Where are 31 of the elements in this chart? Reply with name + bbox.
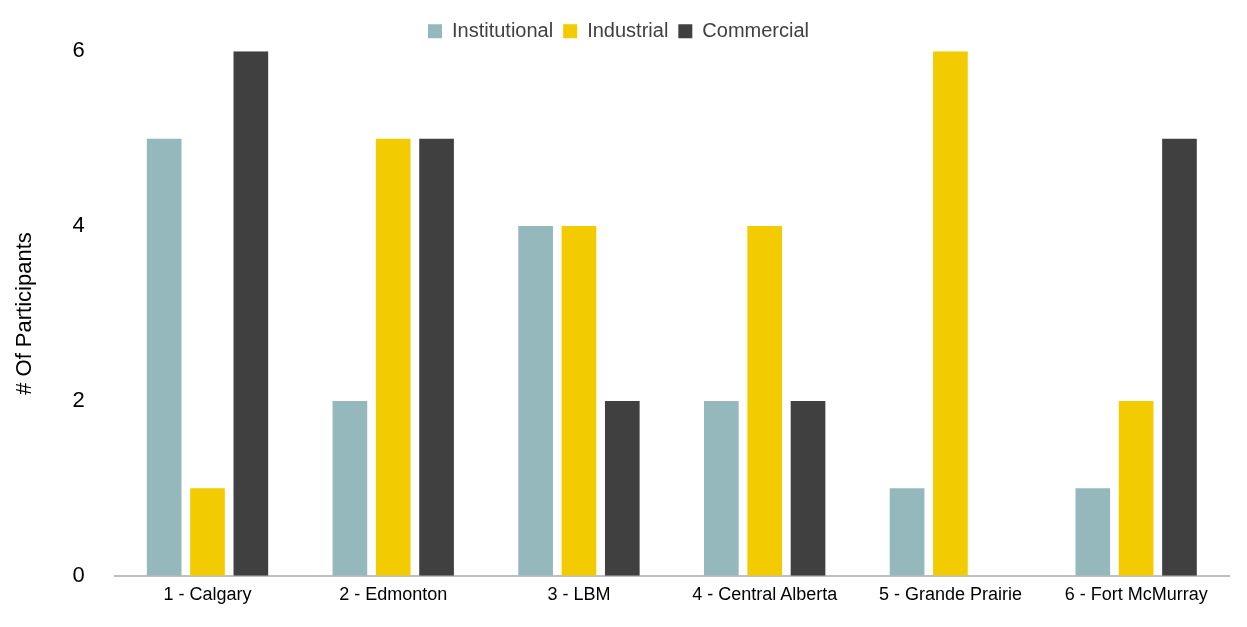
x-tick-label: 1 - Calgary <box>163 583 252 604</box>
bar <box>1075 488 1111 576</box>
x-tick-label: 6 - Fort McMurray <box>1064 583 1208 604</box>
bar <box>332 400 368 576</box>
bar <box>375 138 411 576</box>
bar <box>1162 138 1197 576</box>
y-tick-label: 4 <box>72 212 85 238</box>
bar <box>933 51 968 576</box>
bar <box>518 226 553 576</box>
y-tick-label: 2 <box>72 387 85 412</box>
x-tick-label: 3 - LBM <box>547 583 611 604</box>
legend-label: Industrial <box>587 18 669 41</box>
x-tick-label: 4 - Central Alberta <box>692 583 839 604</box>
bar <box>146 138 182 576</box>
y-tick-label: 0 <box>72 561 85 587</box>
bar <box>790 400 826 576</box>
bar <box>747 226 783 576</box>
y-tick-label: 6 <box>72 37 85 63</box>
x-tick-label: 5 - Grande Prairie <box>878 583 1022 604</box>
bar <box>604 400 640 576</box>
bar <box>419 138 454 576</box>
bar <box>889 488 925 576</box>
bar <box>190 488 225 576</box>
bar <box>1118 400 1154 576</box>
bar <box>233 51 269 576</box>
legend-label: Institutional <box>452 18 554 41</box>
y-axis-title: # Of Participants <box>11 232 37 395</box>
legend-label: Commercial <box>702 18 810 41</box>
x-tick-label: 2 - Edmonton <box>339 583 448 604</box>
bar <box>704 400 739 576</box>
bar <box>561 226 597 576</box>
